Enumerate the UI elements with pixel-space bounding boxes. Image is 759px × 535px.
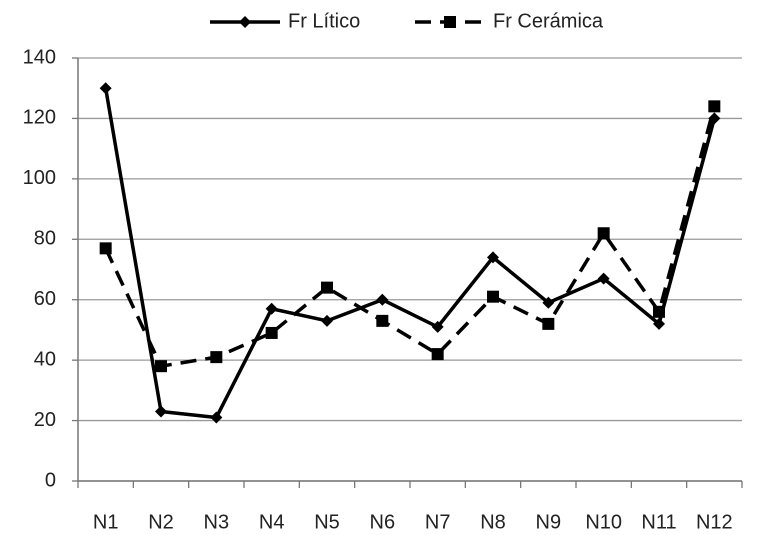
marker: [487, 290, 499, 303]
y-tick-label: 20: [34, 409, 56, 431]
x-tick-label: N3: [204, 511, 230, 533]
marker: [210, 411, 223, 424]
y-tick-label: 60: [34, 288, 56, 310]
x-tick-label: N9: [536, 511, 562, 533]
y-tick-label: 80: [34, 228, 56, 250]
legend-label: Fr Cerámica: [493, 10, 604, 32]
marker: [210, 351, 223, 364]
marker: [653, 305, 665, 318]
series-line: [104, 105, 717, 369]
marker: [321, 281, 333, 294]
marker: [155, 360, 167, 373]
marker: [653, 317, 665, 330]
marker: [99, 82, 112, 95]
x-tick-label: N4: [259, 511, 285, 533]
marker: [597, 272, 610, 285]
marker: [239, 16, 251, 28]
series-line: [103, 87, 717, 420]
x-tick-label: N5: [314, 511, 340, 533]
marker: [155, 405, 167, 418]
marker: [542, 317, 555, 330]
y-tick-label: 40: [34, 348, 56, 370]
marker: [376, 314, 389, 327]
y-tick-label: 100: [23, 167, 56, 189]
marker: [321, 314, 333, 327]
x-tick-label: N8: [480, 511, 506, 533]
marker: [431, 348, 444, 361]
marker: [431, 320, 444, 333]
marker: [708, 100, 721, 113]
x-tick-label: N7: [425, 511, 451, 533]
marker: [99, 242, 112, 255]
x-tick-label: N10: [585, 511, 622, 533]
y-tick-label: 0: [45, 469, 56, 491]
y-tick-label: 120: [23, 107, 56, 129]
legend-label: Fr Lítico: [288, 10, 360, 32]
marker: [597, 227, 610, 240]
marker: [265, 302, 278, 315]
marker: [376, 293, 389, 306]
marker: [487, 251, 499, 264]
x-tick-label: N11: [641, 511, 676, 533]
y-tick-label: 140: [23, 46, 56, 68]
x-tick-label: N2: [148, 511, 174, 533]
marker: [542, 296, 555, 309]
marker: [444, 16, 456, 28]
x-tick-label: N6: [370, 511, 396, 533]
x-tick-label: N1: [93, 511, 119, 533]
x-tick-label: N12: [696, 511, 733, 533]
marker: [265, 326, 278, 339]
